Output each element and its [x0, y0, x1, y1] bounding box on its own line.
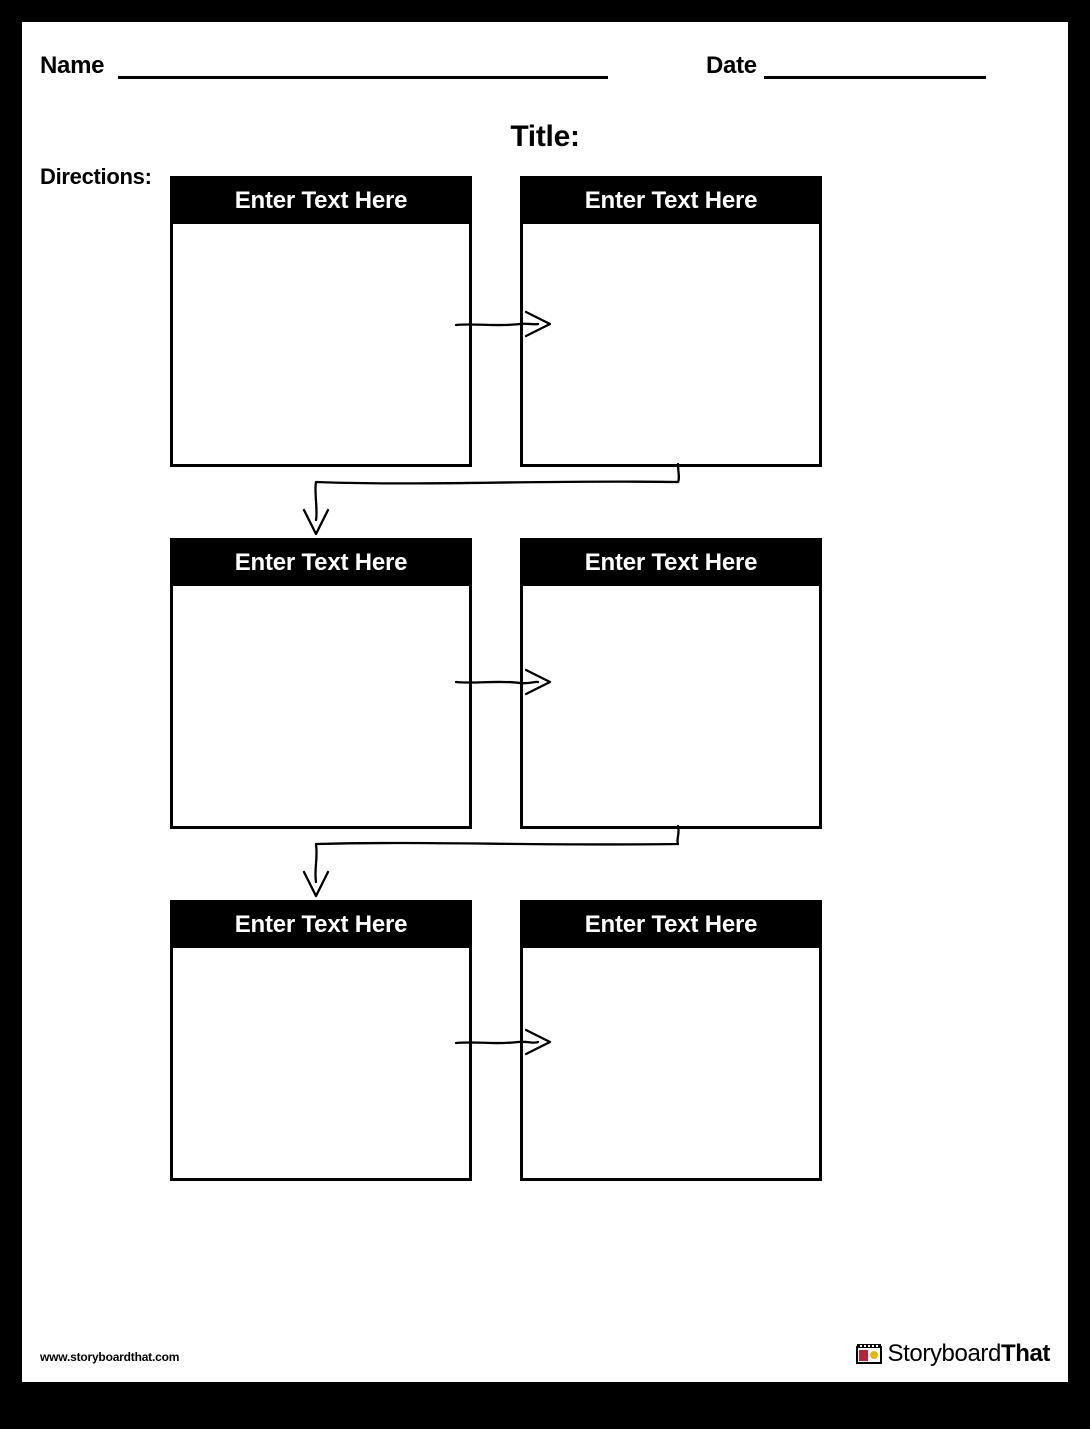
date-input-line[interactable]: [764, 76, 986, 79]
arrow-right-icon: [454, 1022, 554, 1062]
arrow-right-icon: [454, 304, 554, 344]
worksheet-page: Name Date Title: Directions: Enter Text …: [22, 22, 1068, 1382]
name-input-line[interactable]: [118, 76, 608, 79]
flow-box-body[interactable]: [173, 224, 469, 464]
flow-box-body[interactable]: [173, 948, 469, 1178]
footer: www.storyboardthat.com StoryboardThat: [40, 1334, 1050, 1364]
brand: StoryboardThat: [856, 1340, 1050, 1368]
flow-box-5[interactable]: Enter Text Here: [170, 900, 472, 1181]
date-label: Date: [706, 52, 757, 80]
flow-box-body[interactable]: [523, 948, 819, 1178]
footer-url: www.storyboardthat.com: [40, 1350, 179, 1364]
flow-box-header[interactable]: Enter Text Here: [173, 179, 469, 224]
flow-box-header[interactable]: Enter Text Here: [173, 903, 469, 948]
brand-text: StoryboardThat: [888, 1340, 1050, 1368]
flow-box-header[interactable]: Enter Text Here: [523, 541, 819, 586]
brand-text-part1: Storyboard: [888, 1340, 1001, 1367]
flow-box-6[interactable]: Enter Text Here: [520, 900, 822, 1181]
flow-box-body[interactable]: [173, 586, 469, 826]
flow-box-4[interactable]: Enter Text Here: [520, 538, 822, 829]
directions-label: Directions:: [40, 164, 152, 190]
brand-text-part2: That: [1001, 1340, 1050, 1367]
flow-box-3[interactable]: Enter Text Here: [170, 538, 472, 829]
brand-logo-icon: [856, 1343, 882, 1365]
flow-box-header[interactable]: Enter Text Here: [523, 179, 819, 224]
flow-box-header[interactable]: Enter Text Here: [173, 541, 469, 586]
arrow-wrap-down-icon: [280, 462, 700, 540]
flow-box-1[interactable]: Enter Text Here: [170, 176, 472, 467]
flow-box-2[interactable]: Enter Text Here: [520, 176, 822, 467]
arrow-wrap-down-icon: [280, 824, 700, 902]
flow-box-body[interactable]: [523, 586, 819, 826]
flow-box-body[interactable]: [523, 224, 819, 464]
flow-box-header[interactable]: Enter Text Here: [523, 903, 819, 948]
arrow-right-icon: [454, 662, 554, 702]
name-label: Name: [40, 52, 104, 80]
header-row: Name Date: [40, 52, 1050, 88]
page-title: Title:: [22, 120, 1068, 154]
